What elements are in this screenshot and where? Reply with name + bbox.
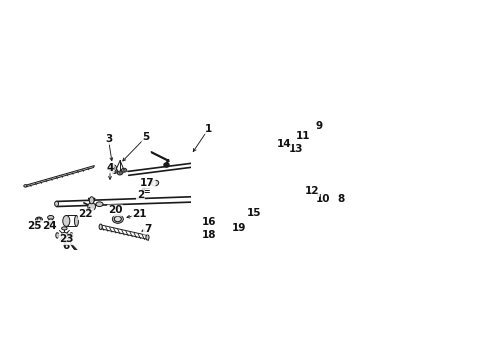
Text: 2: 2	[137, 190, 144, 200]
Ellipse shape	[56, 233, 59, 238]
Ellipse shape	[54, 201, 58, 206]
Text: 19: 19	[232, 222, 246, 233]
Ellipse shape	[305, 177, 311, 181]
Text: 20: 20	[108, 206, 122, 215]
Circle shape	[119, 172, 122, 174]
Ellipse shape	[49, 219, 53, 222]
Text: 18: 18	[201, 230, 216, 240]
Ellipse shape	[146, 235, 149, 240]
Ellipse shape	[62, 227, 67, 230]
Circle shape	[112, 167, 115, 170]
Text: 22: 22	[78, 209, 93, 219]
Text: 21: 21	[132, 209, 147, 219]
Text: 9: 9	[316, 121, 323, 131]
Circle shape	[88, 203, 96, 211]
Circle shape	[114, 170, 116, 172]
Text: 5: 5	[142, 132, 149, 142]
Circle shape	[283, 165, 293, 174]
Text: 11: 11	[296, 131, 311, 141]
Text: 10: 10	[316, 194, 330, 204]
Text: 13: 13	[289, 144, 304, 154]
Polygon shape	[323, 165, 339, 183]
Ellipse shape	[112, 215, 123, 223]
Polygon shape	[279, 156, 297, 181]
Text: 14: 14	[277, 139, 292, 149]
Ellipse shape	[35, 217, 43, 222]
Ellipse shape	[70, 233, 73, 238]
Ellipse shape	[49, 222, 52, 225]
Circle shape	[110, 165, 117, 172]
Ellipse shape	[89, 197, 94, 204]
Ellipse shape	[96, 202, 103, 207]
Ellipse shape	[24, 185, 27, 187]
Ellipse shape	[112, 169, 118, 174]
Text: 17: 17	[140, 178, 155, 188]
Ellipse shape	[270, 170, 276, 179]
Ellipse shape	[244, 162, 252, 183]
Text: 24: 24	[43, 221, 57, 231]
Text: 25: 25	[27, 221, 42, 231]
Ellipse shape	[62, 241, 67, 244]
Text: 16: 16	[201, 217, 216, 227]
Text: 3: 3	[105, 134, 112, 144]
Ellipse shape	[152, 180, 159, 186]
Text: 6: 6	[62, 240, 69, 251]
Ellipse shape	[197, 195, 201, 200]
Circle shape	[61, 232, 68, 239]
Text: 4: 4	[106, 162, 114, 172]
Circle shape	[123, 169, 125, 171]
Circle shape	[317, 134, 321, 138]
Text: 1: 1	[205, 123, 212, 134]
Ellipse shape	[275, 165, 280, 171]
Ellipse shape	[122, 168, 127, 172]
Text: 8: 8	[338, 194, 345, 204]
Ellipse shape	[301, 155, 306, 162]
Ellipse shape	[295, 177, 299, 181]
Polygon shape	[25, 166, 95, 187]
Ellipse shape	[74, 216, 78, 226]
Ellipse shape	[99, 224, 102, 230]
Circle shape	[327, 170, 335, 178]
Ellipse shape	[246, 195, 250, 200]
Ellipse shape	[316, 132, 322, 141]
Text: 7: 7	[144, 224, 151, 234]
Ellipse shape	[48, 216, 54, 219]
Text: 23: 23	[59, 234, 74, 244]
Ellipse shape	[114, 216, 122, 222]
Ellipse shape	[63, 216, 70, 226]
Circle shape	[286, 167, 290, 171]
Text: 15: 15	[247, 208, 262, 218]
Text: 12: 12	[305, 186, 319, 196]
Ellipse shape	[118, 171, 123, 175]
Ellipse shape	[196, 193, 202, 202]
